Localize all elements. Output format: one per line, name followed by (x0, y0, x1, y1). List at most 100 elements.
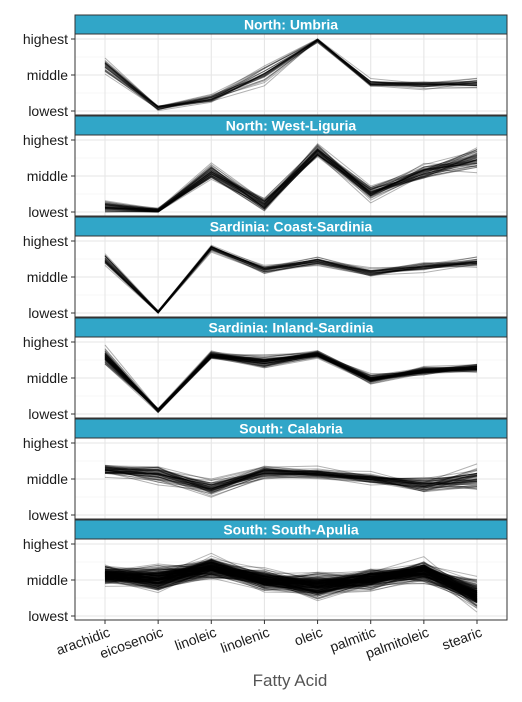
series-line (104, 566, 478, 598)
series-line (104, 566, 478, 586)
series-line (104, 568, 478, 594)
series-line (104, 570, 478, 594)
series-line (104, 467, 478, 493)
series-line (104, 565, 478, 598)
series-line (104, 246, 478, 314)
series-line (104, 559, 478, 594)
series-line (104, 465, 478, 486)
series-line (104, 567, 478, 590)
series-line (104, 559, 478, 593)
series-line (104, 148, 478, 211)
series-line (104, 573, 478, 602)
series-line (104, 470, 478, 491)
series-line (104, 566, 478, 601)
series-line (104, 564, 478, 593)
series-line (104, 39, 478, 110)
series-line (104, 149, 478, 210)
series-line (104, 154, 478, 213)
series-line (104, 39, 478, 108)
series-lines (104, 143, 478, 213)
series-line (104, 353, 478, 412)
series-line (104, 467, 478, 485)
series-line (104, 569, 478, 604)
series-line (104, 247, 478, 313)
series-line (104, 552, 478, 596)
series-line (104, 469, 478, 491)
series-line (104, 351, 478, 410)
series-line (104, 566, 478, 594)
series-line (104, 566, 478, 588)
series-line (104, 38, 478, 107)
series-line (104, 353, 478, 412)
series-line (104, 355, 478, 410)
series-line (104, 466, 478, 488)
series-line (104, 39, 478, 111)
series-line (104, 353, 478, 411)
series-line (104, 40, 478, 111)
series-line (104, 468, 478, 486)
series-line (104, 353, 478, 412)
series-line (104, 568, 478, 591)
series-line (104, 560, 478, 597)
panel-grid (75, 34, 507, 115)
series-line (104, 566, 478, 594)
series-line (104, 352, 478, 413)
series-line (104, 246, 478, 314)
series-line (104, 562, 478, 593)
series-line (104, 565, 478, 592)
series-line (104, 41, 478, 112)
series-line (104, 350, 478, 411)
series-line (104, 465, 478, 484)
series-line (104, 147, 478, 210)
series-line (104, 38, 478, 109)
series-line (104, 562, 478, 590)
series-line (104, 350, 478, 411)
series-line (104, 248, 478, 314)
series-line (104, 568, 478, 592)
series-line (104, 472, 478, 492)
series-line (104, 352, 478, 410)
series-line (104, 565, 478, 592)
series-lines (104, 244, 478, 314)
series-line (104, 566, 478, 599)
series-line (104, 569, 478, 600)
series-line (104, 352, 478, 411)
series-line (104, 246, 478, 314)
series-line (104, 466, 478, 484)
series-line (104, 246, 478, 313)
series-line (104, 245, 478, 312)
panel-3: Sardinia: Coast-Sardinia lowest middle high… (23, 216, 508, 321)
series-line (104, 466, 478, 494)
series-line (104, 149, 478, 213)
series-line (104, 564, 478, 597)
series-line (104, 573, 478, 596)
series-line (104, 560, 478, 602)
series-line (104, 468, 478, 489)
series-line (104, 350, 478, 413)
series-line (104, 39, 477, 109)
y-axis: lowest middle highest (23, 334, 75, 422)
series-line (104, 471, 478, 487)
series-line (104, 572, 478, 604)
series-line (104, 151, 478, 211)
series-line (104, 38, 478, 107)
series-line (104, 467, 478, 490)
series-line (104, 568, 478, 588)
series-line (104, 249, 478, 313)
series-line (104, 573, 478, 592)
series-line (104, 561, 478, 596)
series-line (104, 564, 478, 592)
series-line (104, 567, 478, 593)
series-line (104, 564, 478, 590)
panel-grid (75, 236, 507, 317)
series-line (104, 154, 478, 213)
series-line (104, 353, 478, 412)
series-line (104, 246, 478, 312)
series-lines (104, 463, 478, 498)
series-line (104, 41, 478, 111)
series-line (104, 469, 478, 491)
series-line (104, 150, 478, 213)
series-line (104, 152, 478, 213)
series-line (104, 351, 478, 410)
